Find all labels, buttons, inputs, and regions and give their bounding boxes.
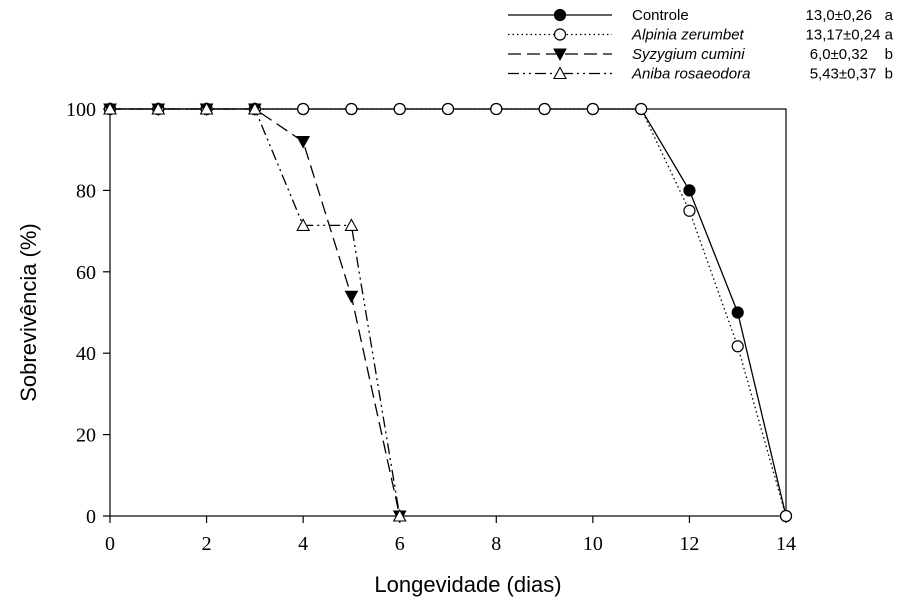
legend-label-2: Syzygium cumini (632, 46, 745, 63)
legend-stat-0: 13,0±0,26 a (806, 7, 894, 24)
series-3-point-3 (247, 101, 262, 115)
series-1-point-13 (731, 340, 744, 353)
series-3-point-5 (344, 218, 359, 231)
legend-stat-2: 6,0±0,32 b (810, 46, 893, 63)
legend-marker-0 (553, 8, 567, 22)
legend-label-1: Alpinia zerumbet (631, 27, 745, 44)
y-axis-title: Sobrevivência (%) (16, 223, 41, 402)
legend-marker-1 (553, 28, 567, 41)
y-tick-label-80: 80 (76, 180, 96, 202)
x-tick-label-8: 8 (491, 533, 501, 555)
series-1-point-4 (297, 102, 310, 116)
series-0 (103, 102, 793, 523)
series-0-point-12 (683, 184, 696, 197)
legend-marker-3 (553, 66, 567, 80)
x-tick-label-10: 10 (583, 533, 603, 555)
series-3 (103, 101, 407, 522)
series-0-point-13 (731, 306, 744, 319)
series-line-0 (110, 108, 787, 517)
series-3-point-4 (296, 218, 311, 231)
y-tick-label-60: 60 (76, 262, 96, 284)
x-axis-title: Longevidade (dias) (374, 572, 561, 597)
x-tick-label-6: 6 (395, 533, 405, 555)
y-tick-label-20: 20 (76, 425, 96, 447)
x-tick-label-0: 0 (105, 533, 115, 555)
series-line-3 (110, 108, 401, 517)
plot-frame (109, 108, 787, 517)
series-1-point-10 (586, 102, 599, 116)
y-tick-label-0: 0 (86, 506, 96, 528)
x-tick-label-4: 4 (298, 533, 308, 555)
series-1-point-8 (490, 102, 503, 116)
x-tick-label-2: 2 (202, 533, 212, 555)
series-1-point-9 (538, 102, 551, 116)
series-3-point-2 (199, 101, 214, 115)
y-tick-label-40: 40 (76, 343, 96, 365)
series-1-point-14 (779, 509, 793, 523)
series-3-point-0 (103, 101, 117, 115)
series-1-point-6 (393, 102, 406, 116)
series-line-1 (110, 108, 787, 517)
series-1-point-7 (441, 102, 455, 116)
series-1-point-11 (635, 102, 648, 116)
legend-label-3: Aniba rosaeodora (631, 66, 750, 83)
series-1-point-12 (683, 204, 696, 217)
series-2-point-5 (344, 290, 359, 304)
series-3-point-6 (392, 508, 407, 522)
series-1-point-5 (345, 102, 358, 116)
y-tick-label-100: 100 (66, 99, 96, 121)
legend-marker-2 (553, 48, 567, 62)
x-tick-label-12: 12 (679, 533, 699, 555)
series-3-point-1 (151, 101, 166, 115)
series-2-point-4 (296, 136, 310, 149)
legend-stat-1: 13,17±0,24 a (806, 27, 894, 44)
legend-label-0: Controle (632, 7, 689, 24)
legend-stat-3: 5,43±0,37 b (810, 66, 893, 83)
series-layer (103, 101, 793, 524)
x-tick-label-14: 14 (776, 533, 796, 555)
series-2 (103, 103, 407, 524)
series-1 (103, 102, 793, 523)
series-line-2 (110, 108, 401, 517)
legend: Controle 13,0±0,26 a Alpinia zerumbet 13,17… (508, 7, 894, 83)
axes: 0 2 4 6 8 10 12 14 0 20 40 60 80 100 (66, 99, 796, 555)
